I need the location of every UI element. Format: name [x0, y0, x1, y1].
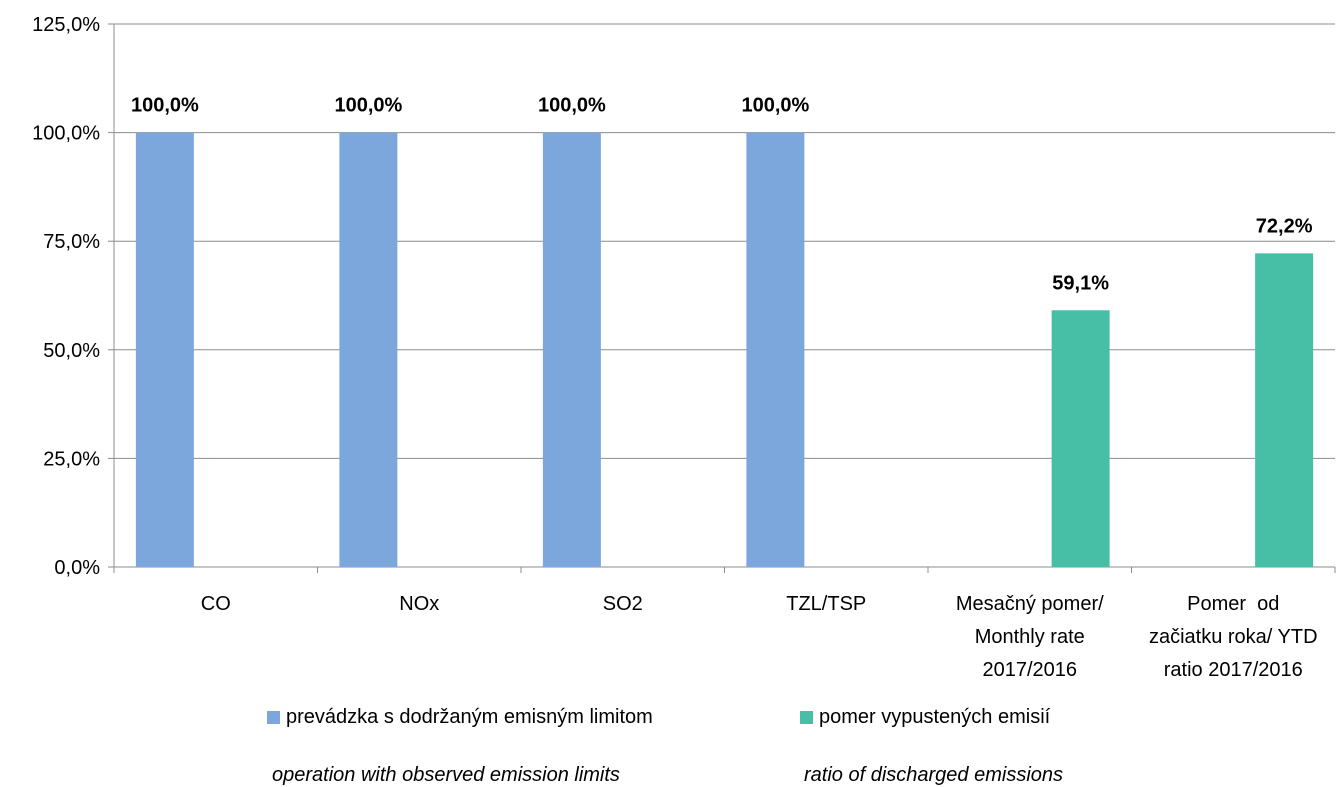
x-category-label: SO2 [603, 593, 643, 615]
legend-item-series-1: prevádzka s dodržaným emisným limitom [267, 706, 653, 729]
y-tick-label: 0,0% [54, 557, 100, 579]
x-category-label: začiatku roka/ YTD [1149, 626, 1318, 648]
x-category-label: TZL/TSP [786, 593, 866, 615]
legend-swatch-series-1 [267, 711, 280, 724]
legend-label-series-1: prevádzka s dodržaným emisným limitom [286, 706, 653, 728]
legend-item-series-2: pomer vypustených emisií [800, 706, 1050, 729]
x-category-label: Monthly rate [975, 626, 1085, 648]
x-category-label: NOx [399, 593, 439, 615]
x-category-label: Pomer od [1187, 593, 1279, 615]
data-label: 72,2% [1256, 215, 1313, 237]
data-label-background [1047, 266, 1114, 297]
data-label: 100,0% [741, 95, 809, 117]
legend-label-series-2: pomer vypustených emisií [819, 706, 1051, 728]
bar-series-2-cat-5 [1051, 310, 1110, 567]
data-label-background [329, 88, 407, 119]
data-label: 100,0% [334, 95, 402, 117]
bar-series-1-cat-4 [746, 132, 805, 567]
y-tick-label: 125,0% [32, 14, 100, 36]
bar-series-1-cat-2 [339, 132, 398, 567]
y-tick-label: 75,0% [43, 231, 100, 253]
data-label-background [1251, 209, 1317, 240]
bar-series-1-cat-3 [542, 132, 601, 567]
x-category-label: Mesačný pomer/ [956, 593, 1104, 615]
legend-translation-series-2: ratio of discharged emissions [804, 764, 1064, 786]
legend: prevádzka s dodržaným emisným limitom po… [0, 706, 1340, 736]
legend-swatch-series-2 [800, 711, 813, 724]
x-category-label: CO [201, 593, 231, 615]
data-label: 100,0% [131, 95, 199, 117]
legend-translation-series-1: operation with observed emission limits [272, 764, 620, 786]
y-tick-label: 50,0% [43, 340, 100, 362]
data-label-background [736, 88, 814, 119]
y-tick-label: 25,0% [43, 448, 100, 470]
bar-series-1-cat-1 [135, 132, 194, 567]
data-label: 100,0% [538, 95, 606, 117]
x-category-label: 2017/2016 [982, 659, 1077, 681]
x-category-label: ratio 2017/2016 [1164, 659, 1303, 681]
y-tick-label: 100,0% [32, 123, 100, 145]
data-label: 59,1% [1052, 272, 1109, 294]
bar-series-2-cat-6 [1255, 253, 1314, 567]
bar-chart: 0,0% 25,0% 50,0% 75,0% 100,0% 125,0% 100,0% 100… [32, 14, 1336, 681]
data-label-background [533, 88, 611, 119]
data-label-background [126, 88, 204, 119]
